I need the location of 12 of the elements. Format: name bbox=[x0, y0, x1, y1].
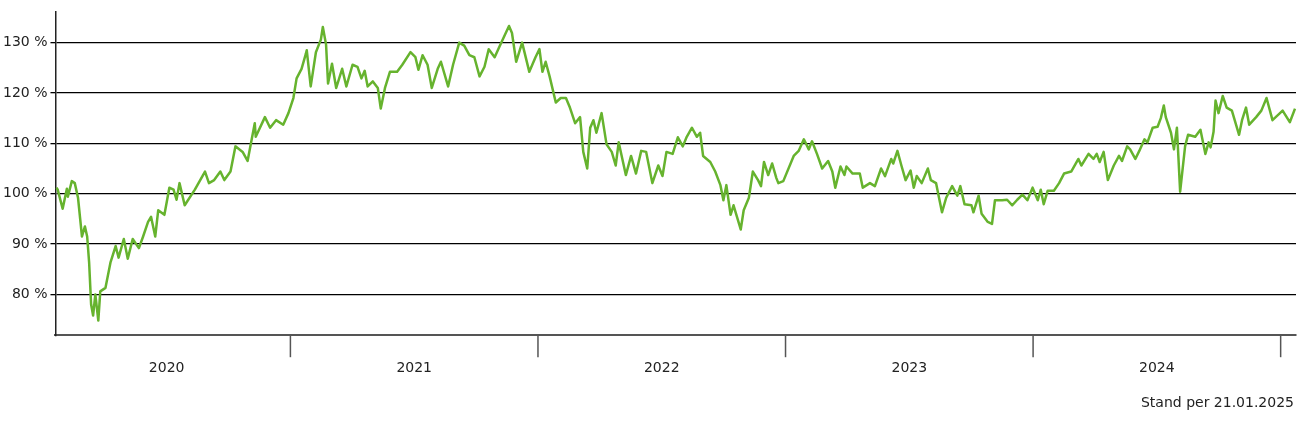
x-tick-label: 2022 bbox=[643, 359, 680, 376]
y-tick-label: 110 % bbox=[2, 133, 48, 150]
y-tick-label: 90 % bbox=[11, 234, 48, 251]
y-tick-label: 130 % bbox=[2, 33, 48, 50]
x-tick-label: 2020 bbox=[148, 359, 185, 376]
y-tick-label: 100 % bbox=[2, 184, 48, 201]
x-tick-label: 2023 bbox=[891, 359, 928, 376]
y-tick-label: 80 % bbox=[11, 285, 48, 302]
x-tick-label: 2021 bbox=[396, 359, 433, 376]
y-tick-label: 120 % bbox=[2, 83, 48, 100]
text: Stand per 21.01.2025 bbox=[1140, 394, 1294, 410]
x-tick-label: 2024 bbox=[1139, 359, 1175, 376]
